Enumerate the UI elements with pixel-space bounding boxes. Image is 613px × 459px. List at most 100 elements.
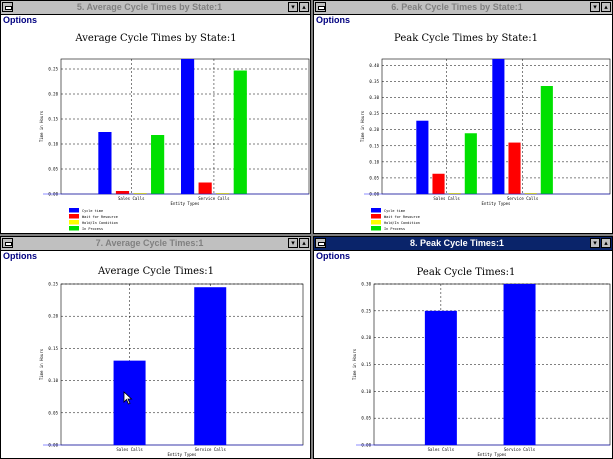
menu-options[interactable]: Options (3, 15, 37, 25)
x-tick-label: Sales Calls (428, 447, 455, 452)
y-tick-label: 0.10 (48, 378, 58, 383)
y-tick-label: 0.20 (369, 127, 379, 132)
window-avg-cycle[interactable]: 7. Average Cycle Times:1 ▾ ▴ Options Ave… (0, 236, 311, 459)
y-tick-label: 0.30 (361, 282, 371, 287)
chart-peak-cycle-by-state: Peak Cycle Times by State:10.000.050.100… (360, 33, 611, 231)
bar (464, 133, 477, 194)
legend-label: Hold/In Condition (384, 221, 420, 225)
y-tick-label: 0.05 (369, 175, 379, 180)
menu-options[interactable]: Options (316, 251, 350, 261)
legend-label: Wait for Resource (384, 215, 420, 219)
bar (492, 59, 505, 194)
y-tick-label: 0.15 (361, 362, 371, 367)
bar (194, 287, 227, 445)
x-tick-label: Service Calls (198, 196, 230, 201)
y-axis-label: Time in Hours (352, 348, 357, 380)
minimize-button[interactable]: ▾ (590, 2, 600, 12)
bar (216, 193, 230, 194)
legend-swatch (371, 220, 381, 225)
window-title: 8. Peak Cycle Times:1 (410, 238, 504, 248)
legend-label: Wait for Resource (82, 215, 118, 219)
minimize-button[interactable]: ▾ (288, 238, 298, 248)
bar (233, 70, 247, 194)
y-tick-label: 0.25 (361, 308, 371, 313)
minimize-button[interactable]: ▾ (288, 2, 298, 12)
menu-options[interactable]: Options (316, 15, 350, 25)
menu-bar: Options (1, 15, 310, 26)
x-tick-label: Service Calls (504, 447, 536, 452)
y-tick-label: 0.20 (48, 314, 58, 319)
legend-label: Cycle time (384, 209, 405, 213)
legend-label: In Process (82, 227, 103, 231)
system-menu-icon[interactable] (315, 2, 326, 12)
bar (503, 284, 536, 445)
legend-swatch (69, 214, 79, 219)
bar (524, 193, 537, 194)
bar (508, 142, 521, 194)
system-menu-icon[interactable] (2, 238, 13, 248)
minimize-button[interactable]: ▾ (590, 238, 600, 248)
chart-peak-cycle: Peak Cycle Times:10.000.050.100.150.200.… (352, 267, 611, 457)
chart-avg-cycle-by-state: Average Cycle Times by State:10.000.050.… (39, 33, 310, 231)
x-axis-label: Entity Types (482, 201, 511, 206)
legend-swatch (69, 226, 79, 231)
title-bar[interactable]: 5. Average Cycle Times by State:1 ▾ ▴ (1, 1, 310, 15)
system-menu-icon[interactable] (315, 238, 326, 248)
y-tick-label: 0.05 (48, 410, 58, 415)
title-bar[interactable]: 8. Peak Cycle Times:1 ▾ ▴ (314, 237, 612, 251)
x-axis-label: Entity Types (171, 201, 200, 206)
chart-title: Peak Cycle Times by State:1 (394, 33, 538, 44)
y-tick-label: 0.25 (48, 67, 58, 72)
maximize-button[interactable]: ▴ (601, 2, 611, 12)
maximize-button[interactable]: ▴ (601, 238, 611, 248)
y-tick-label: 0.10 (361, 389, 371, 394)
bar (416, 120, 429, 194)
title-bar[interactable]: 6. Peak Cycle Times by State:1 ▾ ▴ (314, 1, 612, 15)
legend-swatch (371, 226, 381, 231)
x-tick-label: Service Calls (195, 447, 227, 452)
plot-frame (60, 283, 304, 446)
window-title: 6. Peak Cycle Times by State:1 (391, 2, 523, 12)
window-peak-cycle-by-state[interactable]: 6. Peak Cycle Times by State:1 ▾ ▴ Optio… (313, 0, 613, 234)
y-tick-label: 0.05 (48, 167, 58, 172)
chart-title: Peak Cycle Times:1 (417, 267, 516, 278)
window-peak-cycle[interactable]: 8. Peak Cycle Times:1 ▾ ▴ Options Peak C… (313, 236, 613, 459)
x-tick-label: Sales Calls (118, 196, 145, 201)
y-tick-label: 0.25 (48, 282, 58, 287)
y-tick-label: 0.20 (48, 92, 58, 97)
window-title: 7. Average Cycle Times:1 (95, 238, 204, 248)
chart-title: Average Cycle Times:1 (97, 266, 214, 277)
bar (115, 191, 130, 194)
x-tick-label: Sales Calls (433, 196, 460, 201)
x-tick-label: Sales Calls (116, 447, 143, 452)
title-bar[interactable]: 7. Average Cycle Times:1 ▾ ▴ (1, 237, 310, 251)
y-tick-label: 0.30 (369, 95, 379, 100)
bar (540, 86, 553, 194)
maximize-button[interactable]: ▴ (299, 2, 309, 12)
legend-label: Hold/In Condition (82, 221, 118, 225)
maximize-button[interactable]: ▴ (299, 238, 309, 248)
menu-options[interactable]: Options (3, 251, 37, 261)
bar (180, 59, 195, 194)
x-tick-label: Service Calls (507, 196, 539, 201)
bar (198, 182, 212, 194)
window-title: 5. Average Cycle Times by State:1 (76, 2, 223, 12)
y-tick-label: 0.25 (369, 111, 379, 116)
system-menu-icon[interactable] (2, 2, 13, 12)
y-axis-label: Time in Hours (39, 348, 44, 380)
mouse-pointer-icon (123, 391, 133, 405)
menu-bar: Options (314, 15, 612, 26)
x-axis-label: Entity Types (478, 452, 507, 457)
y-tick-label: 0.10 (369, 159, 379, 164)
window-avg-cycle-by-state[interactable]: 5. Average Cycle Times by State:1 ▾ ▴ Op… (0, 0, 311, 234)
y-axis-label: Time in Hours (360, 110, 365, 142)
y-tick-label: 0.15 (48, 346, 58, 351)
y-tick-label: 0.40 (369, 63, 379, 68)
y-axis-label: Time in Hours (39, 110, 44, 142)
y-tick-label: 0.15 (369, 143, 379, 148)
bar (98, 132, 112, 194)
bar (448, 193, 461, 194)
x-axis-label: Entity Types (168, 452, 197, 457)
legend-swatch (371, 208, 381, 213)
bar (151, 135, 165, 194)
